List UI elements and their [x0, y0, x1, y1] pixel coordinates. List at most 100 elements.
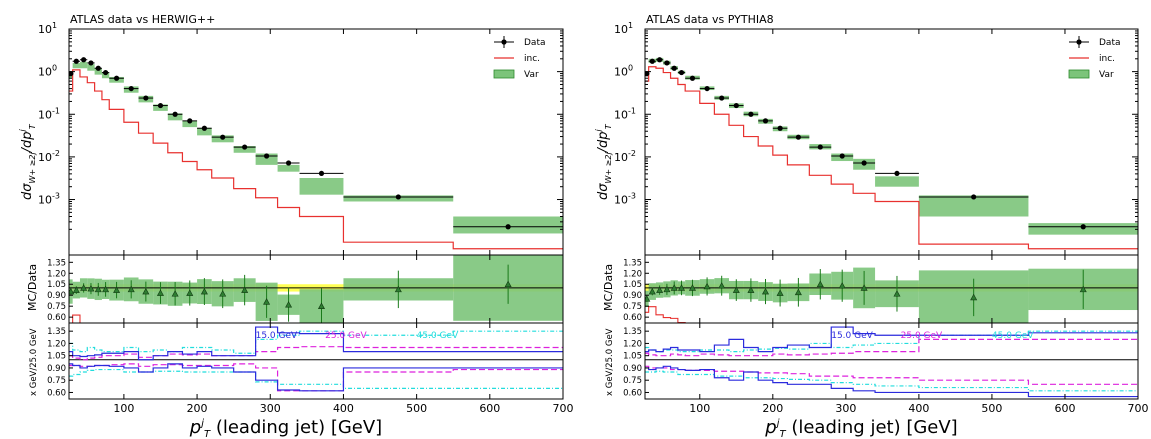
var-band [87, 64, 95, 71]
ratio-y-label: MC/Data [26, 264, 39, 311]
data-point [505, 224, 511, 230]
y-tick-label: 10-2 [614, 149, 636, 164]
var-band [197, 127, 212, 136]
legend-var-marker [493, 69, 515, 79]
ratio-marker [72, 286, 80, 293]
data-point [395, 194, 401, 200]
x-tick-label: 200 [762, 402, 783, 415]
ratio-marker [241, 286, 249, 293]
var-tick-label: 1.35 [47, 327, 66, 337]
ratio-marker [648, 287, 656, 295]
data-point [839, 153, 845, 159]
var-tick-label: 1.05 [47, 352, 66, 362]
var-tick-label: 0.75 [47, 376, 66, 386]
main-axes-frame [644, 28, 1139, 256]
x-axis-label: pjT (leading jet) [GeV] [764, 417, 957, 439]
data-point [113, 75, 120, 81]
data-point [81, 57, 87, 63]
data-point [671, 65, 677, 71]
ratio-plot [645, 267, 1138, 323]
legend-data-marker [501, 39, 507, 45]
ratio-tick-label: 1.05 [47, 280, 66, 290]
y-tick-label: 101 [38, 21, 57, 36]
data-point [664, 60, 670, 66]
var-label-45: 45.0 GeV [992, 331, 1034, 341]
ratio-marker [504, 280, 512, 288]
var-tick-label: 0.60 [623, 388, 642, 398]
var-tick-label: 0.90 [623, 364, 642, 374]
data-point [285, 160, 292, 166]
variation-axes-frame [68, 322, 564, 400]
ratio-tick-label: 0.90 [47, 291, 66, 301]
ratio-tick-label: 1.05 [623, 280, 642, 290]
var-line-45-down [645, 370, 1138, 392]
var-tick-label: 1.20 [47, 339, 66, 349]
ratio-marker [127, 285, 135, 293]
data-point [748, 111, 754, 117]
var-band [277, 164, 300, 172]
var-line-15-up [645, 326, 1138, 353]
x-tick-label: 300 [260, 402, 281, 415]
x-tick-label: 500 [981, 402, 1002, 415]
x-tick-label: 500 [406, 402, 427, 415]
data-point [777, 125, 783, 131]
data-point [678, 69, 685, 76]
ratio-marker [688, 284, 696, 291]
var-label-25: 25.0 GeV [901, 331, 943, 341]
data-point [157, 102, 164, 109]
data-point [102, 69, 109, 76]
var-label-15: 15.0 GeV [256, 331, 298, 341]
var-tick-label: 1.35 [623, 327, 642, 337]
data-point [172, 111, 178, 117]
var-band [255, 153, 278, 165]
x-tick-label: 700 [1128, 402, 1149, 415]
x-tick-label: 100 [113, 402, 134, 415]
ratio-tick-label: 0.75 [623, 302, 642, 312]
var-band [299, 177, 344, 195]
var-band [79, 61, 88, 69]
var-label-15: 15.0 GeV [831, 331, 873, 341]
legend-var: Var [1099, 70, 1114, 80]
chart-title: ATLAS data vs PYTHIA8 [646, 13, 774, 26]
data-point [1080, 224, 1086, 230]
inc-line [69, 69, 563, 250]
main-plot [645, 57, 1138, 250]
data-point [795, 134, 801, 140]
ratio-tick-label: 0.60 [47, 313, 66, 323]
x-tick-label: 600 [1054, 402, 1075, 415]
ratio-marker [816, 280, 824, 288]
ratio-marker [200, 287, 208, 295]
data-point [762, 118, 769, 124]
var-tick-label: 0.60 [47, 388, 66, 398]
var-line-45-up [645, 330, 1138, 353]
variation-plot [645, 326, 1138, 398]
ratio-marker [94, 285, 102, 293]
legend-data-marker [1076, 39, 1082, 45]
legend-data: Data [524, 38, 546, 48]
data-point [318, 170, 325, 177]
y-tick-label: 10-2 [38, 149, 60, 164]
ratio-marker [703, 282, 711, 290]
x-tick-label: 400 [333, 402, 354, 415]
var-band [101, 72, 110, 79]
var-label-45: 45.0 GeV [417, 331, 459, 341]
var-line-25-up [69, 346, 563, 361]
data-point [971, 194, 977, 200]
ratio-marker [142, 287, 150, 295]
ratio-marker [656, 286, 664, 293]
ratio-marker [102, 285, 110, 293]
ratio-marker [732, 286, 740, 293]
chart-title: ATLAS data vs HERWIG++ [70, 13, 215, 26]
y-axis-label: dσW+ ≥2j/dpjT [594, 123, 613, 200]
var-band [182, 120, 198, 128]
ratio-tick-label: 1.20 [47, 269, 66, 279]
x-tick-label: 600 [479, 402, 500, 415]
x-tick-label: 300 [835, 402, 856, 415]
var-y-label: x GeV/25.0 GeV [29, 328, 39, 396]
data-point [220, 134, 226, 140]
legend-var-marker [1068, 69, 1090, 79]
ratio-marker [762, 287, 770, 295]
chart-panel-2: ATLAS data vs PYTHIA8Datainc.Var1.351.20… [602, 13, 1149, 415]
data-point [95, 65, 101, 71]
